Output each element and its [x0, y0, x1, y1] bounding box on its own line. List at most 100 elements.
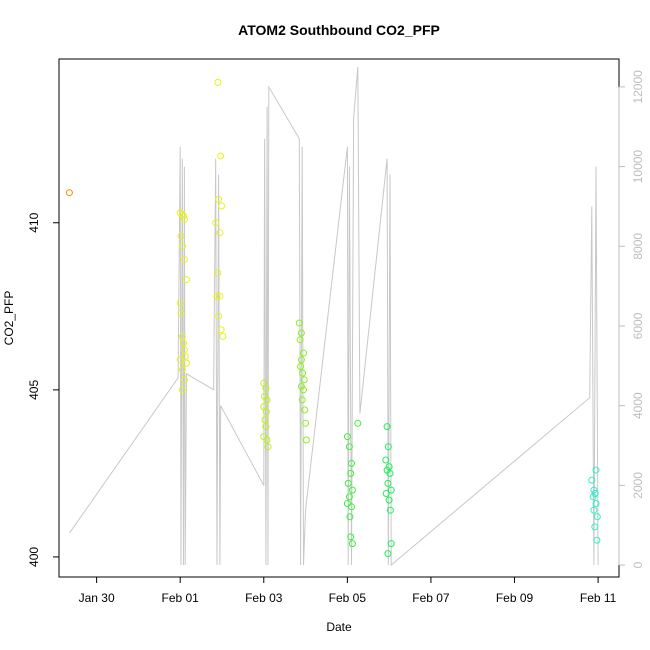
data-point — [214, 269, 222, 277]
y-axis-left: 400 405 410 — [27, 212, 60, 567]
data-point — [297, 383, 305, 390]
data-point — [178, 386, 186, 394]
data-point — [300, 376, 308, 384]
data-point — [217, 152, 225, 160]
data-point — [385, 463, 393, 471]
data-point — [348, 503, 355, 511]
data-point — [213, 292, 221, 300]
data-point — [385, 496, 393, 504]
data-point — [180, 212, 187, 220]
data-point — [387, 486, 395, 494]
data-point — [218, 202, 226, 210]
data-point — [297, 363, 305, 370]
x-axis: Jan 30 Feb 01 Feb 03 Feb 05 Feb 07 Feb 09 Feb … — [79, 576, 617, 605]
y2-tick-label: 0 — [631, 561, 645, 568]
data-point — [176, 299, 184, 307]
data-point — [297, 356, 305, 364]
data-point — [216, 292, 224, 300]
data-point — [215, 195, 223, 203]
x-tick-label: Feb 01 — [162, 591, 200, 605]
data-point — [590, 506, 598, 514]
data-point — [215, 312, 223, 320]
data-point — [183, 276, 190, 284]
data-point — [300, 386, 307, 394]
data-point — [348, 486, 356, 494]
data-point — [212, 219, 220, 227]
data-point — [591, 523, 599, 531]
data-point — [216, 229, 224, 237]
data-point — [219, 332, 227, 340]
data-point — [261, 416, 269, 424]
data-point — [298, 396, 306, 404]
plot-area-border — [58, 58, 620, 578]
data-point — [348, 540, 356, 548]
data-point — [296, 336, 304, 344]
data-point — [178, 366, 186, 374]
data-point — [263, 396, 271, 404]
data-point — [345, 493, 353, 501]
data-point — [183, 359, 190, 367]
data-point — [347, 469, 355, 477]
data-point — [176, 356, 184, 364]
data-point — [384, 550, 392, 558]
y-axis-right: 0 2000 4000 6000 8000 10000 12000 — [618, 70, 645, 568]
data-point — [346, 513, 354, 521]
data-point — [384, 479, 392, 487]
data-point — [180, 376, 188, 384]
data-point — [348, 459, 355, 467]
data-point — [593, 513, 601, 521]
x-tick-label: Feb 09 — [496, 591, 534, 605]
y-tick-label: 410 — [27, 212, 41, 232]
y2-tick-label: 8000 — [631, 233, 645, 260]
y2-tick-label: 2000 — [631, 472, 645, 499]
data-point — [180, 256, 188, 263]
data-point — [387, 540, 395, 548]
data-point — [386, 469, 394, 477]
data-point — [264, 443, 272, 451]
co2-scatter-series — [65, 78, 601, 558]
x-tick-label: Feb 05 — [329, 591, 367, 605]
x-tick-label: Feb 11 — [580, 591, 617, 605]
data-point — [177, 232, 185, 240]
data-point — [382, 490, 390, 497]
data-point — [263, 436, 271, 444]
data-point — [302, 419, 310, 427]
data-point — [295, 319, 303, 327]
data-point — [343, 500, 351, 507]
data-point — [181, 352, 189, 360]
data-point — [354, 419, 362, 427]
data-point — [589, 493, 597, 501]
data-point — [297, 329, 305, 337]
data-point — [178, 242, 186, 250]
data-point — [347, 533, 355, 541]
x-tick-label: Jan 30 — [79, 591, 115, 605]
data-point — [262, 408, 270, 416]
x-axis-label: Date — [326, 620, 352, 634]
data-point — [386, 506, 394, 514]
data-point — [262, 423, 270, 431]
data-point — [384, 443, 392, 451]
data-point — [590, 486, 598, 494]
data-point — [588, 476, 596, 484]
data-point — [177, 309, 185, 317]
data-point — [65, 189, 73, 197]
data-point — [180, 339, 187, 347]
data-point — [300, 349, 307, 357]
data-point — [593, 536, 601, 544]
y2-tick-label: 6000 — [631, 312, 645, 339]
data-point — [299, 369, 307, 377]
data-point — [383, 423, 391, 431]
data-point — [217, 326, 225, 334]
data-point — [592, 500, 600, 507]
x-tick-label: Feb 07 — [412, 591, 450, 605]
data-point — [180, 346, 188, 354]
y-axis-label: CO2_PFP — [2, 291, 16, 346]
chart-title: ATOM2 Southbound CO2_PFP — [238, 22, 440, 38]
data-point — [180, 215, 188, 223]
data-point — [345, 443, 353, 451]
data-point — [343, 433, 351, 441]
y2-tick-label: 4000 — [631, 392, 645, 419]
data-point — [592, 466, 600, 474]
data-point — [262, 384, 270, 392]
y2-tick-label: 10000 — [631, 150, 645, 184]
